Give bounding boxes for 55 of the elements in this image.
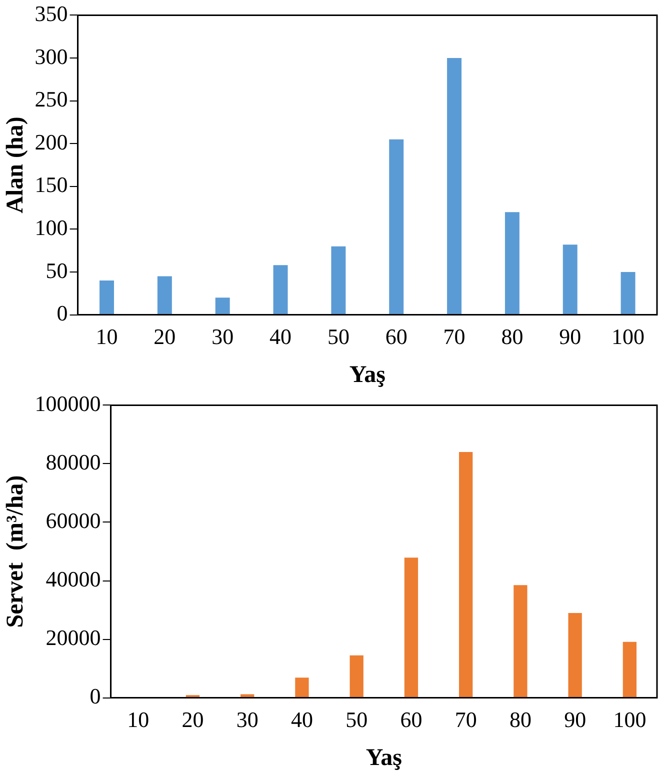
bar xyxy=(157,276,172,314)
x-tick-label: 100 xyxy=(612,324,645,349)
x-tick-label: 20 xyxy=(182,706,204,732)
bar xyxy=(562,244,578,314)
x-tick-label: 30 xyxy=(236,706,258,732)
x-tick-label: 20 xyxy=(154,324,176,349)
x-tick-label: 100 xyxy=(613,706,646,732)
x-tick-label: 80 xyxy=(509,706,532,732)
y-tick-label: 80000 xyxy=(46,450,101,474)
bar xyxy=(504,212,520,314)
bar xyxy=(100,280,114,314)
bar xyxy=(404,558,418,698)
x-tick-label: 40 xyxy=(290,706,313,732)
y-tick-label: 20000 xyxy=(46,625,101,650)
bar xyxy=(389,139,404,314)
x-tick-label: 30 xyxy=(212,324,234,349)
y-tick-label: 250 xyxy=(34,86,68,112)
x-tick-label: 10 xyxy=(127,706,150,732)
y-tick-label: 0 xyxy=(90,684,101,709)
bar xyxy=(620,272,636,314)
y-axis-title: Servet (m³/ha) xyxy=(2,475,29,628)
bar xyxy=(568,612,582,698)
bar xyxy=(295,678,309,698)
y-tick-label: 200 xyxy=(34,129,68,154)
x-tick-label: 70 xyxy=(443,324,466,349)
x-tick-label: 60 xyxy=(400,706,422,732)
x-axis-title: Yaş xyxy=(349,362,386,388)
bar xyxy=(514,585,528,698)
y-tick-label: 40000 xyxy=(46,566,101,592)
y-tick-label: 150 xyxy=(34,172,68,198)
x-tick-label: 60 xyxy=(385,324,408,349)
bar xyxy=(459,452,473,698)
bar xyxy=(447,58,462,314)
y-tick-label: 100 xyxy=(34,214,68,240)
x-tick-label: 70 xyxy=(454,706,477,732)
y-axis-title: Alan (ha) xyxy=(2,116,29,214)
y-tick-label: 50 xyxy=(46,258,68,283)
bar xyxy=(331,246,346,314)
bar xyxy=(622,642,637,698)
y-tick-label: 350 xyxy=(34,0,68,26)
bar xyxy=(215,298,230,314)
x-tick-label: 40 xyxy=(270,324,292,349)
x-tick-label: 10 xyxy=(96,324,118,349)
bar xyxy=(273,265,288,314)
x-tick-label: 90 xyxy=(559,324,582,349)
bar xyxy=(350,655,364,698)
x-axis-title: Yaş xyxy=(366,744,402,771)
x-tick-label: 50 xyxy=(346,706,368,732)
y-tick-label: 300 xyxy=(34,44,68,69)
x-tick-label: 80 xyxy=(501,324,524,349)
y-tick-label: 60000 xyxy=(46,508,101,534)
x-tick-label: 90 xyxy=(564,706,586,732)
y-tick-label: 100000 xyxy=(34,390,101,416)
x-tick-label: 50 xyxy=(327,324,350,349)
y-tick-label: 0 xyxy=(56,300,68,326)
